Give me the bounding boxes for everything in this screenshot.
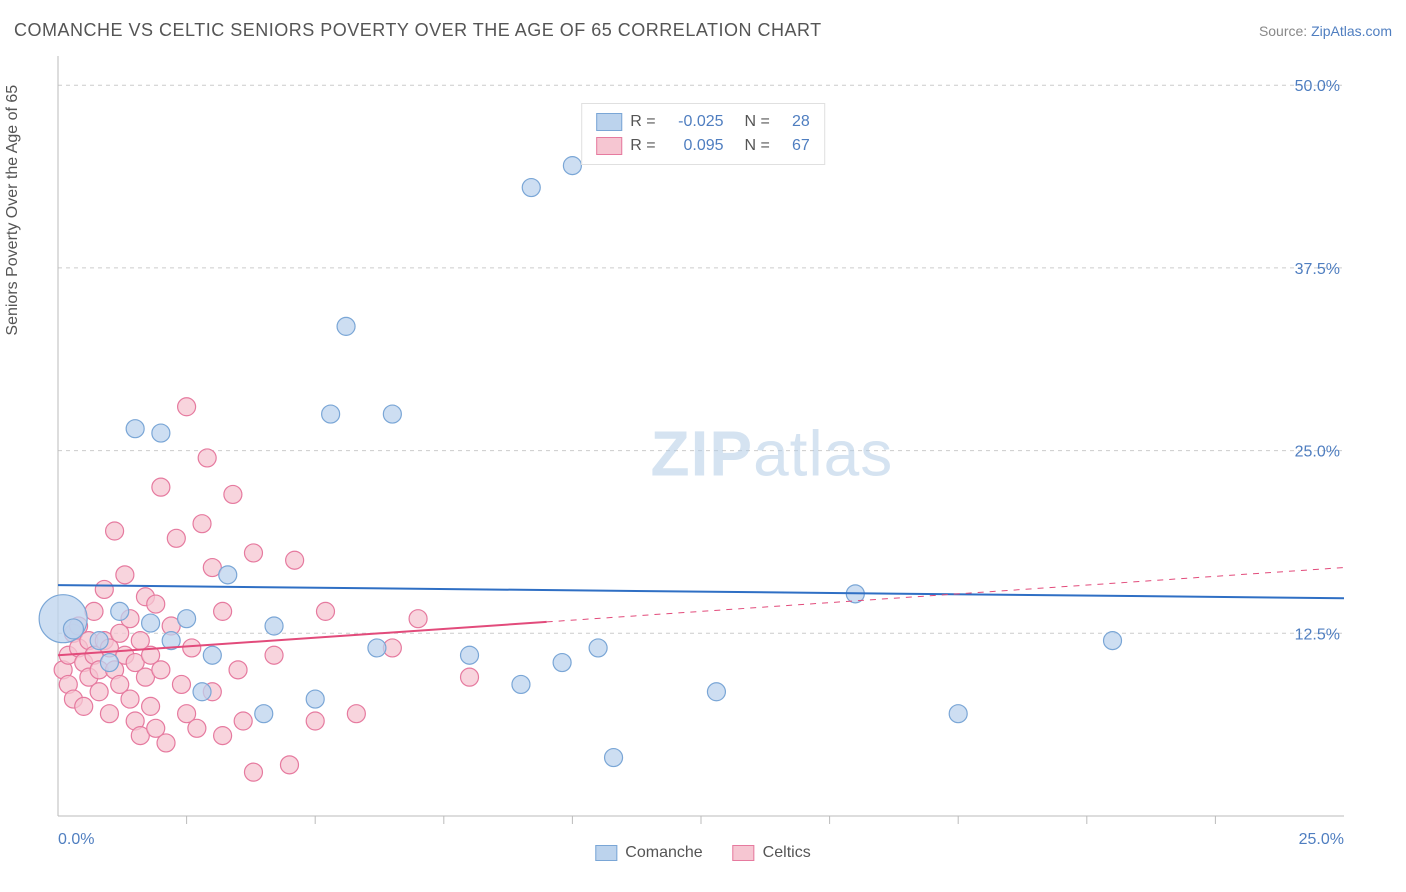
svg-text:12.5%: 12.5% [1295, 626, 1340, 643]
legend-swatch-celtics [596, 137, 622, 155]
chart-source: Source: ZipAtlas.com [1259, 23, 1392, 39]
series-legend: Comanche Celtics [595, 844, 810, 862]
chart-title: COMANCHE VS CELTIC SENIORS POVERTY OVER … [14, 20, 822, 41]
svg-text:50.0%: 50.0% [1295, 78, 1340, 95]
svg-text:37.5%: 37.5% [1295, 261, 1340, 278]
y-axis-label: Seniors Poverty Over the Age of 65 [4, 85, 22, 336]
chart-header: COMANCHE VS CELTIC SENIORS POVERTY OVER … [14, 20, 1392, 41]
legend-swatch-comanche [596, 113, 622, 131]
legend-row-celtics: R = 0.095 N = 67 [596, 134, 810, 158]
scatter-chart: 12.5% 25.0% 37.5% 50.0% 0.0% 25.0% [14, 48, 1392, 874]
svg-text:0.0%: 0.0% [58, 831, 94, 848]
correlation-legend: R = -0.025 N = 28 R = 0.095 N = 67 [581, 103, 825, 165]
svg-text:25.0%: 25.0% [1295, 444, 1340, 461]
legend-swatch-icon [595, 845, 617, 861]
legend-item-comanche: Comanche [595, 844, 702, 862]
chart-container: Seniors Poverty Over the Age of 65 12.5%… [14, 48, 1392, 874]
source-link[interactable]: ZipAtlas.com [1311, 23, 1392, 39]
legend-row-comanche: R = -0.025 N = 28 [596, 110, 810, 134]
svg-text:25.0%: 25.0% [1299, 831, 1344, 848]
legend-swatch-icon [733, 845, 755, 861]
legend-item-celtics: Celtics [733, 844, 811, 862]
